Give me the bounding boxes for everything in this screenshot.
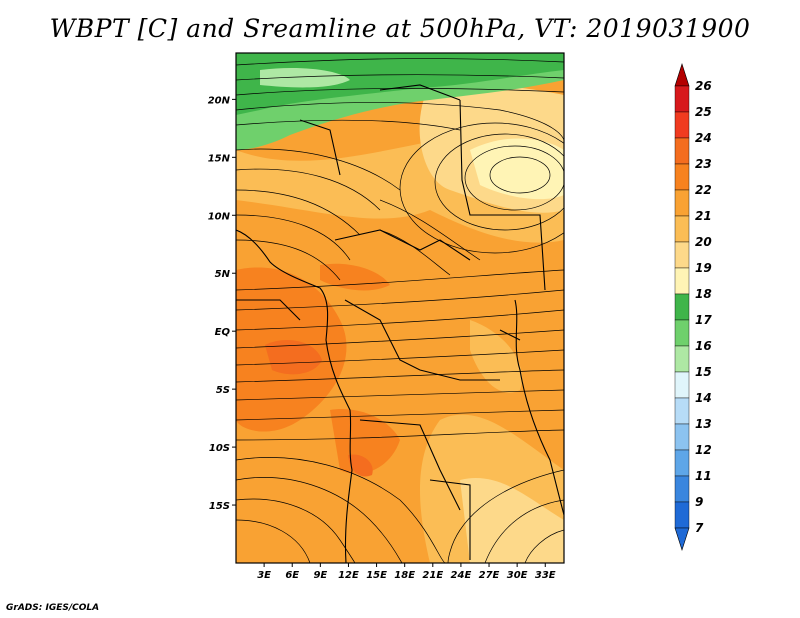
- colorbar-label: 24: [695, 131, 712, 145]
- colorbar: 26 25 24 23 22 21 20 19 18 17 16 15 14 13 12 11 9 7: [674, 63, 712, 551]
- map-frame: [235, 52, 565, 564]
- colorbar-label: 15: [695, 365, 712, 379]
- x-tick-label: 15E: [366, 570, 387, 581]
- wbpt-fill-20-east: [470, 320, 522, 393]
- y-tick-label: 5N: [215, 269, 231, 280]
- colorbar-swatch: [674, 85, 690, 113]
- wbpt-fill-15: [260, 68, 350, 88]
- colorbar-label: 14: [695, 391, 712, 405]
- chart-title: WBPT [C] and Sreamline at 500hPa, VT: 20…: [49, 14, 751, 43]
- colorbar-label: 11: [695, 469, 712, 483]
- colorbar-swatch: [674, 345, 690, 373]
- x-tick-label: 24E: [451, 570, 472, 581]
- colorbar-label: 17: [695, 313, 712, 327]
- colorbar-swatch: [674, 423, 690, 451]
- wbpt-fill-22-b: [330, 409, 400, 474]
- y-tick-label: 10N: [208, 211, 231, 222]
- y-tick-label: 5S: [216, 385, 230, 396]
- x-tick-label: 18E: [394, 570, 415, 581]
- wbpt-fill-19-south: [460, 478, 564, 563]
- streamlines: [236, 58, 564, 563]
- x-tick-label: 6E: [285, 570, 299, 581]
- colorbar-swatch: [674, 189, 690, 217]
- wbpt-fill-17: [236, 53, 564, 115]
- x-tick-label: 21E: [422, 570, 443, 581]
- y-tick-label: EQ: [215, 327, 231, 338]
- y-tick-label: 15N: [208, 153, 231, 164]
- colorbar-swatch: [674, 293, 690, 321]
- x-tick-label: 9E: [313, 570, 327, 581]
- colorbar-top-arrow: [674, 63, 690, 87]
- colorbar-label: 19: [695, 261, 712, 275]
- colorbar-label: 16: [695, 339, 712, 353]
- colorbar-label: 9: [695, 495, 703, 509]
- colorbar-swatch: [674, 137, 690, 165]
- x-axis: 3E 6E 9E 12E 15E 18E 21E 24E 27E 30E 33E: [257, 563, 556, 581]
- colorbar-label: 23: [695, 157, 712, 171]
- colorbar-swatch: [674, 163, 690, 191]
- colorbar-swatch: [674, 397, 690, 425]
- colorbar-swatch: [674, 371, 690, 399]
- x-tick-label: 3E: [257, 570, 271, 581]
- colorbar-label: 25: [695, 105, 712, 119]
- y-tick-label: 20N: [208, 95, 231, 106]
- map-field: [236, 53, 564, 563]
- x-tick-label: 12E: [338, 570, 359, 581]
- colorbar-swatch: [674, 111, 690, 139]
- x-tick-label: 27E: [479, 570, 500, 581]
- colorbar-label: 21: [695, 209, 712, 223]
- colorbar-swatch: [674, 215, 690, 243]
- colorbar-swatch: [674, 241, 690, 269]
- wbpt-fill-23-b: [348, 454, 373, 477]
- colorbar-label: 22: [695, 183, 712, 197]
- colorbar-swatch: [674, 267, 690, 295]
- grads-credit: GrADS: IGES/COLA: [6, 603, 100, 613]
- x-tick-label: 30E: [507, 570, 528, 581]
- colorbar-label: 26: [695, 79, 712, 93]
- colorbar-swatch: [674, 501, 690, 529]
- y-tick-label: 10S: [209, 443, 230, 454]
- boundaries: [236, 84, 564, 563]
- colorbar-swatch: [674, 475, 690, 503]
- wbpt-fill-22-c: [320, 263, 390, 291]
- x-tick-label: 33E: [535, 570, 556, 581]
- colorbar-swatch: [674, 449, 690, 477]
- y-axis: 20N 15N 10N 5N EQ 5S 10S 15S: [208, 95, 236, 512]
- colorbar-label: 13: [695, 417, 712, 431]
- colorbar-label: 20: [695, 235, 712, 249]
- y-tick-label: 15S: [209, 501, 230, 512]
- colorbar-bottom-arrow: [674, 527, 690, 551]
- colorbar-swatch: [674, 319, 690, 347]
- colorbar-label: 7: [695, 521, 704, 535]
- colorbar-label: 12: [695, 443, 712, 457]
- colorbar-label: 18: [695, 287, 712, 301]
- wbpt-fill-23: [265, 340, 322, 375]
